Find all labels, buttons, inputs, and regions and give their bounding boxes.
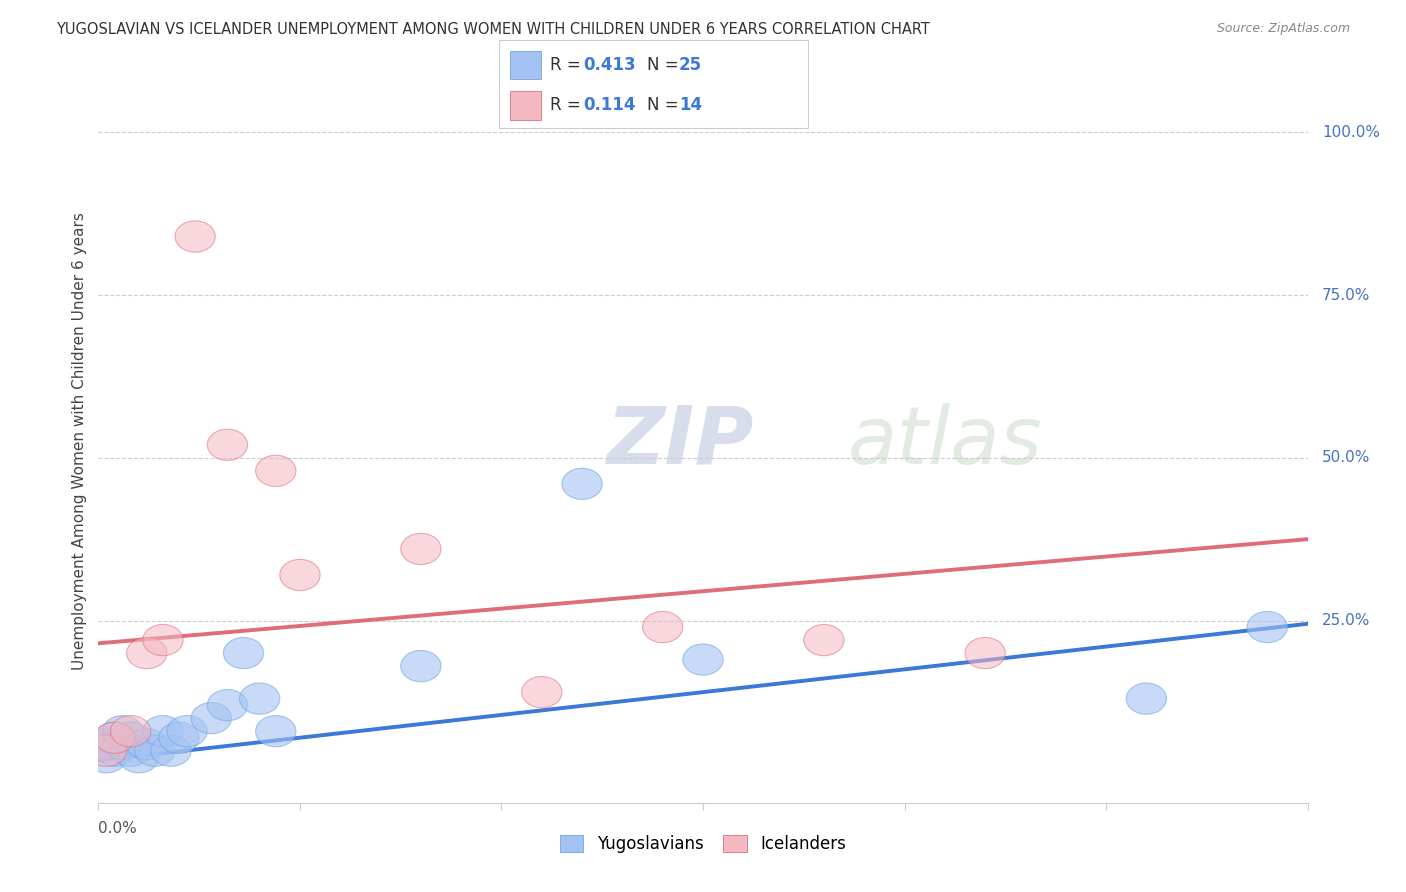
Ellipse shape xyxy=(224,638,264,669)
Ellipse shape xyxy=(159,723,200,754)
Text: 0.114: 0.114 xyxy=(583,96,636,114)
Text: 25.0%: 25.0% xyxy=(1322,613,1371,628)
Text: R =: R = xyxy=(550,56,586,74)
Ellipse shape xyxy=(239,683,280,714)
Ellipse shape xyxy=(643,611,683,642)
Text: 100.0%: 100.0% xyxy=(1322,125,1381,140)
Ellipse shape xyxy=(86,735,127,766)
Ellipse shape xyxy=(150,735,191,766)
Ellipse shape xyxy=(562,468,602,500)
Ellipse shape xyxy=(1247,611,1288,642)
Ellipse shape xyxy=(94,723,135,754)
Ellipse shape xyxy=(401,650,441,681)
Text: 50.0%: 50.0% xyxy=(1322,450,1371,466)
Ellipse shape xyxy=(191,703,232,734)
Ellipse shape xyxy=(111,715,150,747)
Ellipse shape xyxy=(86,729,127,760)
Text: YUGOSLAVIAN VS ICELANDER UNEMPLOYMENT AMONG WOMEN WITH CHILDREN UNDER 6 YEARS CO: YUGOSLAVIAN VS ICELANDER UNEMPLOYMENT AM… xyxy=(56,22,931,37)
Ellipse shape xyxy=(94,723,135,754)
Ellipse shape xyxy=(522,676,562,707)
Ellipse shape xyxy=(401,533,441,565)
Ellipse shape xyxy=(135,735,174,766)
Ellipse shape xyxy=(118,741,159,772)
Text: atlas: atlas xyxy=(848,402,1043,481)
Text: N =: N = xyxy=(647,56,683,74)
Ellipse shape xyxy=(86,741,127,772)
Ellipse shape xyxy=(683,644,723,675)
Ellipse shape xyxy=(127,729,167,760)
Ellipse shape xyxy=(103,729,143,760)
Text: 25: 25 xyxy=(679,56,702,74)
Text: ZIP: ZIP xyxy=(606,402,754,481)
Ellipse shape xyxy=(94,735,135,766)
Ellipse shape xyxy=(143,715,183,747)
Ellipse shape xyxy=(111,723,150,754)
Ellipse shape xyxy=(256,715,295,747)
Text: N =: N = xyxy=(647,96,683,114)
Ellipse shape xyxy=(1126,683,1167,714)
Ellipse shape xyxy=(167,715,207,747)
Ellipse shape xyxy=(207,429,247,460)
Ellipse shape xyxy=(111,735,150,766)
Text: R =: R = xyxy=(550,96,586,114)
Text: 0.0%: 0.0% xyxy=(98,821,138,836)
Legend: Yugoslavians, Icelanders: Yugoslavians, Icelanders xyxy=(554,828,852,860)
Ellipse shape xyxy=(804,624,844,656)
Ellipse shape xyxy=(207,690,247,721)
Ellipse shape xyxy=(965,638,1005,669)
Text: 0.413: 0.413 xyxy=(583,56,636,74)
Ellipse shape xyxy=(127,638,167,669)
Ellipse shape xyxy=(143,624,183,656)
Text: 14: 14 xyxy=(679,96,702,114)
Ellipse shape xyxy=(174,221,215,252)
Text: Source: ZipAtlas.com: Source: ZipAtlas.com xyxy=(1216,22,1350,36)
Ellipse shape xyxy=(280,559,321,591)
Text: 75.0%: 75.0% xyxy=(1322,287,1371,302)
Y-axis label: Unemployment Among Women with Children Under 6 years: Unemployment Among Women with Children U… xyxy=(72,212,87,671)
Ellipse shape xyxy=(103,715,143,747)
Ellipse shape xyxy=(256,455,295,486)
